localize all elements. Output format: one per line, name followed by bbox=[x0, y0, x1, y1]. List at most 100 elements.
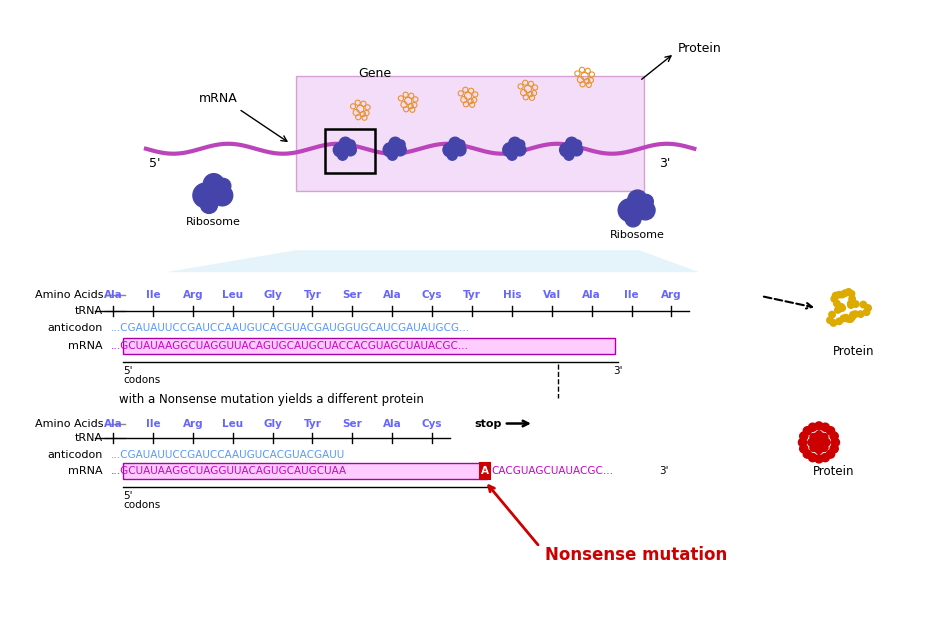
Circle shape bbox=[845, 289, 852, 295]
Circle shape bbox=[346, 140, 356, 149]
Circle shape bbox=[821, 453, 829, 462]
Text: Tyr: Tyr bbox=[303, 419, 321, 429]
Text: Amino Acids: Amino Acids bbox=[35, 419, 103, 429]
Text: Leu: Leu bbox=[222, 419, 243, 429]
Circle shape bbox=[333, 143, 347, 157]
Circle shape bbox=[799, 444, 808, 453]
Circle shape bbox=[516, 140, 525, 149]
Text: Amino Acids: Amino Acids bbox=[35, 290, 103, 300]
Circle shape bbox=[847, 300, 854, 307]
Circle shape bbox=[338, 150, 347, 160]
Text: mRNA: mRNA bbox=[68, 466, 103, 476]
Circle shape bbox=[845, 316, 851, 322]
Bar bbox=[296, 76, 645, 190]
Circle shape bbox=[447, 150, 457, 160]
Circle shape bbox=[848, 302, 855, 308]
Circle shape bbox=[618, 199, 641, 222]
Bar bbox=[480, 463, 490, 480]
Circle shape bbox=[212, 185, 233, 206]
Text: 5': 5' bbox=[123, 366, 133, 376]
Circle shape bbox=[850, 312, 856, 318]
Circle shape bbox=[838, 304, 844, 310]
Circle shape bbox=[821, 423, 829, 431]
Circle shape bbox=[193, 183, 217, 208]
Text: anticodon: anticodon bbox=[48, 450, 103, 460]
Circle shape bbox=[847, 316, 854, 322]
Text: Gene: Gene bbox=[358, 66, 391, 80]
Circle shape bbox=[823, 439, 830, 446]
Circle shape bbox=[200, 197, 217, 213]
Text: 3': 3' bbox=[660, 466, 669, 476]
Text: Ala: Ala bbox=[582, 290, 601, 300]
Circle shape bbox=[628, 190, 647, 209]
Text: mRNA: mRNA bbox=[68, 341, 103, 351]
Polygon shape bbox=[166, 250, 699, 272]
Circle shape bbox=[863, 309, 870, 316]
Circle shape bbox=[839, 305, 845, 311]
Text: Gly: Gly bbox=[263, 419, 282, 429]
Circle shape bbox=[852, 311, 858, 317]
Circle shape bbox=[564, 150, 574, 160]
Circle shape bbox=[810, 444, 817, 451]
Circle shape bbox=[803, 427, 812, 435]
Circle shape bbox=[821, 444, 828, 451]
Circle shape bbox=[810, 433, 817, 441]
Text: with a Nonsense mutation yields a different protein: with a Nonsense mutation yields a differ… bbox=[119, 393, 424, 406]
Circle shape bbox=[815, 446, 823, 454]
Circle shape bbox=[830, 320, 837, 326]
Circle shape bbox=[853, 301, 859, 307]
Text: Arg: Arg bbox=[183, 290, 203, 300]
Circle shape bbox=[394, 144, 406, 156]
Text: Ser: Ser bbox=[343, 290, 362, 300]
Circle shape bbox=[842, 290, 849, 296]
Circle shape bbox=[865, 305, 871, 311]
Circle shape bbox=[215, 178, 231, 193]
Text: 5': 5' bbox=[149, 157, 160, 170]
Circle shape bbox=[828, 311, 835, 318]
Text: Cys: Cys bbox=[422, 290, 443, 300]
Circle shape bbox=[815, 431, 823, 439]
Circle shape bbox=[396, 140, 405, 149]
Circle shape bbox=[388, 150, 398, 160]
Text: Ile: Ile bbox=[146, 419, 160, 429]
Circle shape bbox=[836, 292, 842, 298]
Circle shape bbox=[454, 144, 466, 156]
Text: ...GCUAUAAGGCUAGGUUACAGUGCAUGCUACCACGUAGCUAUACGC...: ...GCUAUAAGGCUAGGUUACAGUGCAUGCUACCACGUAG… bbox=[111, 341, 469, 351]
Bar bbox=[326, 129, 375, 173]
Text: mRNA: mRNA bbox=[198, 93, 238, 105]
Text: Protein: Protein bbox=[833, 346, 874, 358]
Text: tRNA: tRNA bbox=[75, 433, 103, 443]
Circle shape bbox=[565, 137, 578, 149]
Circle shape bbox=[815, 439, 823, 446]
Circle shape bbox=[831, 295, 838, 302]
Circle shape bbox=[842, 314, 849, 321]
Circle shape bbox=[203, 173, 225, 195]
Text: Arg: Arg bbox=[183, 419, 203, 429]
Circle shape bbox=[808, 439, 815, 446]
Text: Tyr: Tyr bbox=[303, 290, 321, 300]
Circle shape bbox=[344, 144, 357, 156]
Circle shape bbox=[849, 314, 856, 321]
Text: His: His bbox=[503, 290, 521, 300]
Text: anticodon: anticodon bbox=[48, 323, 103, 333]
Circle shape bbox=[389, 137, 402, 149]
Text: Protein: Protein bbox=[678, 42, 721, 54]
Circle shape bbox=[636, 200, 655, 220]
Text: 3': 3' bbox=[660, 157, 671, 170]
Circle shape bbox=[830, 432, 839, 440]
Circle shape bbox=[449, 137, 461, 149]
Text: Cys: Cys bbox=[422, 419, 443, 429]
Text: Ala: Ala bbox=[383, 419, 402, 429]
Circle shape bbox=[443, 143, 457, 157]
Circle shape bbox=[809, 453, 817, 462]
Circle shape bbox=[560, 143, 574, 157]
Text: stop: stop bbox=[474, 419, 502, 429]
Circle shape bbox=[383, 143, 398, 157]
Text: Ala: Ala bbox=[104, 290, 123, 300]
Circle shape bbox=[841, 315, 847, 322]
Circle shape bbox=[503, 143, 517, 157]
Text: Tyr: Tyr bbox=[463, 290, 481, 300]
Text: Ala: Ala bbox=[104, 419, 123, 429]
Text: Nonsense mutation: Nonsense mutation bbox=[545, 546, 727, 564]
Text: Ile: Ile bbox=[624, 290, 639, 300]
